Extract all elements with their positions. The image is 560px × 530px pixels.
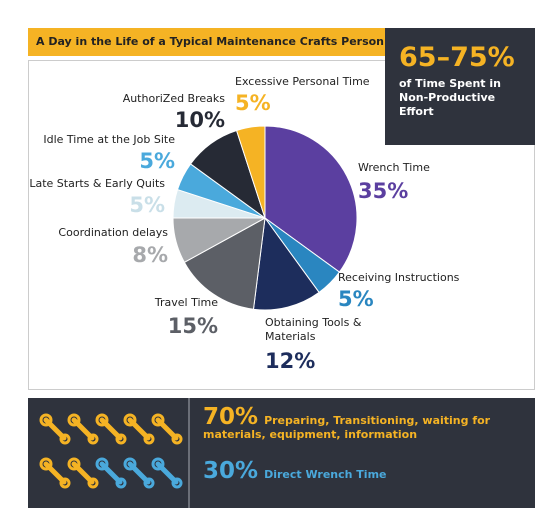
wrench-head: [123, 413, 137, 427]
value-label: 15%: [168, 314, 218, 338]
category-label: Obtaining Tools & Materials: [265, 316, 362, 343]
category-label: Travel Time: [154, 296, 218, 309]
wrench-head: [115, 433, 127, 445]
category-label: Receiving Instructions: [338, 271, 460, 284]
pie-slice: [183, 217, 266, 310]
wrench-head: [87, 477, 99, 489]
wrench-icon: [95, 413, 127, 445]
chart-frame: [28, 60, 535, 390]
wrench-head: [171, 477, 183, 489]
wrench-head: [67, 457, 81, 471]
wrench-head: [95, 413, 109, 427]
wrench-head: [143, 477, 155, 489]
wrench-icons: [39, 413, 183, 489]
wrench-icon: [95, 457, 127, 489]
value-label: 5%: [129, 193, 165, 217]
wrench-icon: [39, 413, 71, 445]
wrench-icon: [123, 457, 155, 489]
wrench-head: [123, 457, 137, 471]
wrench-head: [151, 457, 165, 471]
wrench-icon: [39, 457, 71, 489]
wrench-head: [95, 457, 109, 471]
wrench-head: [59, 477, 71, 489]
label-box: Obtaining Tools & Materials: [265, 316, 362, 343]
value-label: 5%: [235, 91, 271, 115]
summary-text: Preparing, Transitioning, waiting for ma…: [203, 414, 491, 441]
wrench-icon: [151, 413, 183, 445]
category-label: AuthoriZed Breaks: [123, 92, 226, 105]
chart-title: A Day in the Life of a Typical Maintenan…: [28, 28, 385, 56]
category-label: Idle Time at the Job Site: [43, 133, 175, 146]
wrench-icon: [123, 413, 155, 445]
value-label: 10%: [175, 108, 225, 132]
category-label: Coordination delays: [58, 226, 168, 239]
wrench-icon: [67, 457, 99, 489]
value-label: 5%: [338, 287, 374, 311]
summary-value: 30%: [203, 458, 259, 484]
summary-text: Direct Wrench Time: [264, 468, 387, 481]
wrench-head: [171, 433, 183, 445]
pie-chart: Wrench Time 35% Receiving Instructions 5% Ob…: [29, 75, 460, 373]
wrench-icon: [151, 457, 183, 489]
category-label: Excessive Personal Time: [235, 75, 370, 88]
wrench-head: [39, 457, 53, 471]
callout-value: 65–75%: [399, 42, 515, 73]
summary-row: 70% Preparing, Transitioning, waiting for…: [203, 406, 523, 442]
wrench-head: [39, 413, 53, 427]
callout-text: of Time Spent in Non-Productive Effort: [399, 77, 501, 118]
value-label: 35%: [358, 179, 408, 203]
pie-slice: [235, 125, 266, 219]
value-label: 12%: [265, 349, 315, 373]
wrench-icon: [67, 413, 99, 445]
value-label: 5%: [139, 149, 175, 173]
wrench-head: [87, 433, 99, 445]
divider: [188, 398, 190, 508]
callout: 65–75% of Time Spent in Non-Productive E…: [385, 28, 535, 145]
pie-slice: [264, 125, 358, 273]
wrench-head: [59, 433, 71, 445]
wrench-head: [115, 477, 127, 489]
summary-row: 30% Direct Wrench Time: [203, 460, 387, 483]
wrench-head: [67, 413, 81, 427]
pie-slice: [252, 216, 320, 311]
category-label: Wrench Time: [358, 161, 430, 174]
summary-value: 70%: [203, 404, 259, 430]
wrench-head: [151, 413, 165, 427]
wrench-head: [143, 433, 155, 445]
summary-panel: 70% Preparing, Transitioning, waiting for…: [28, 398, 535, 508]
category-label: Late Starts & Early Quits: [29, 177, 165, 190]
value-label: 8%: [132, 243, 168, 267]
